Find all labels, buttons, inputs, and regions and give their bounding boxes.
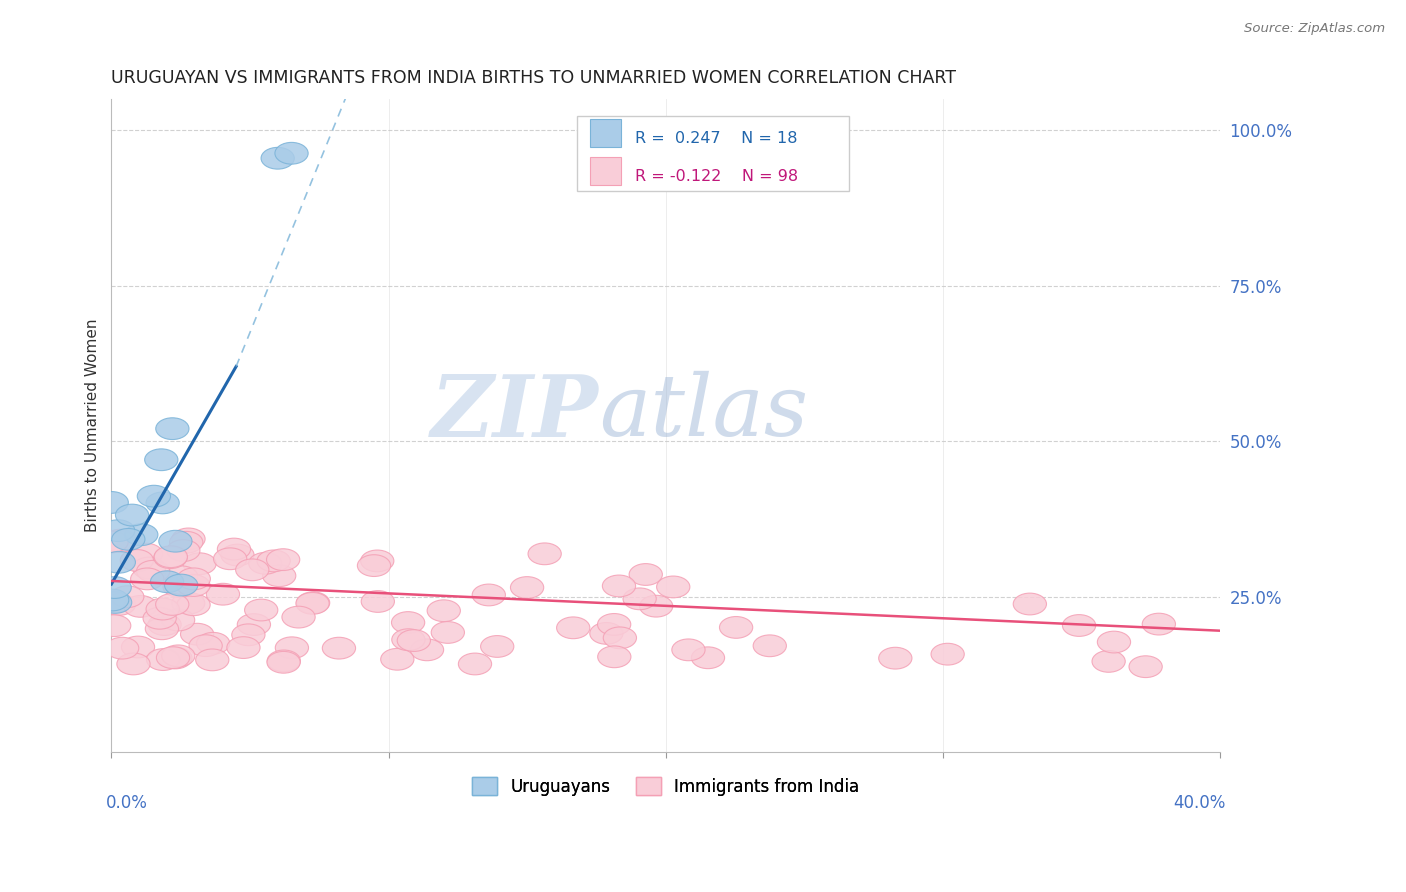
FancyBboxPatch shape [576,115,849,191]
FancyBboxPatch shape [591,120,621,147]
Text: 0.0%: 0.0% [105,795,148,813]
FancyBboxPatch shape [591,157,621,185]
Text: R = -0.122    N = 98: R = -0.122 N = 98 [634,169,797,184]
Text: atlas: atlas [599,371,808,454]
Text: R =  0.247    N = 18: R = 0.247 N = 18 [634,131,797,146]
Text: URUGUAYAN VS IMMIGRANTS FROM INDIA BIRTHS TO UNMARRIED WOMEN CORRELATION CHART: URUGUAYAN VS IMMIGRANTS FROM INDIA BIRTH… [111,69,956,87]
Text: 40.0%: 40.0% [1173,795,1226,813]
Y-axis label: Births to Unmarried Women: Births to Unmarried Women [86,318,100,533]
Text: ZIP: ZIP [432,371,599,454]
Text: Source: ZipAtlas.com: Source: ZipAtlas.com [1244,22,1385,36]
Legend: Uruguayans, Immigrants from India: Uruguayans, Immigrants from India [465,771,866,802]
